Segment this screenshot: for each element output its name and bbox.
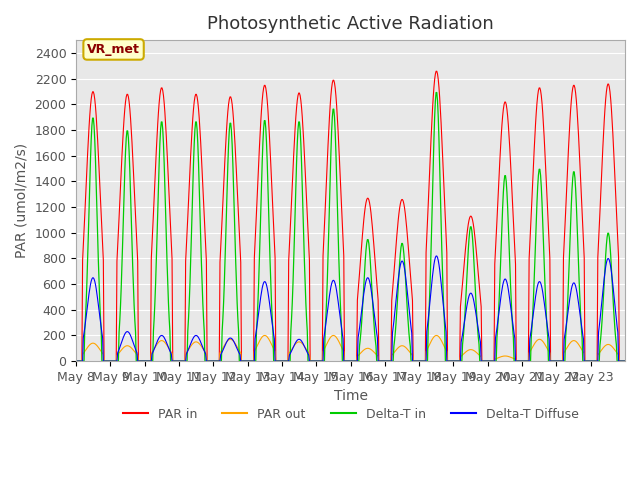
X-axis label: Time: Time [333,389,367,403]
Y-axis label: PAR (umol/m2/s): PAR (umol/m2/s) [15,143,29,258]
Legend: PAR in, PAR out, Delta-T in, Delta-T Diffuse: PAR in, PAR out, Delta-T in, Delta-T Dif… [118,403,584,425]
Text: VR_met: VR_met [87,43,140,56]
Title: Photosynthetic Active Radiation: Photosynthetic Active Radiation [207,15,494,33]
